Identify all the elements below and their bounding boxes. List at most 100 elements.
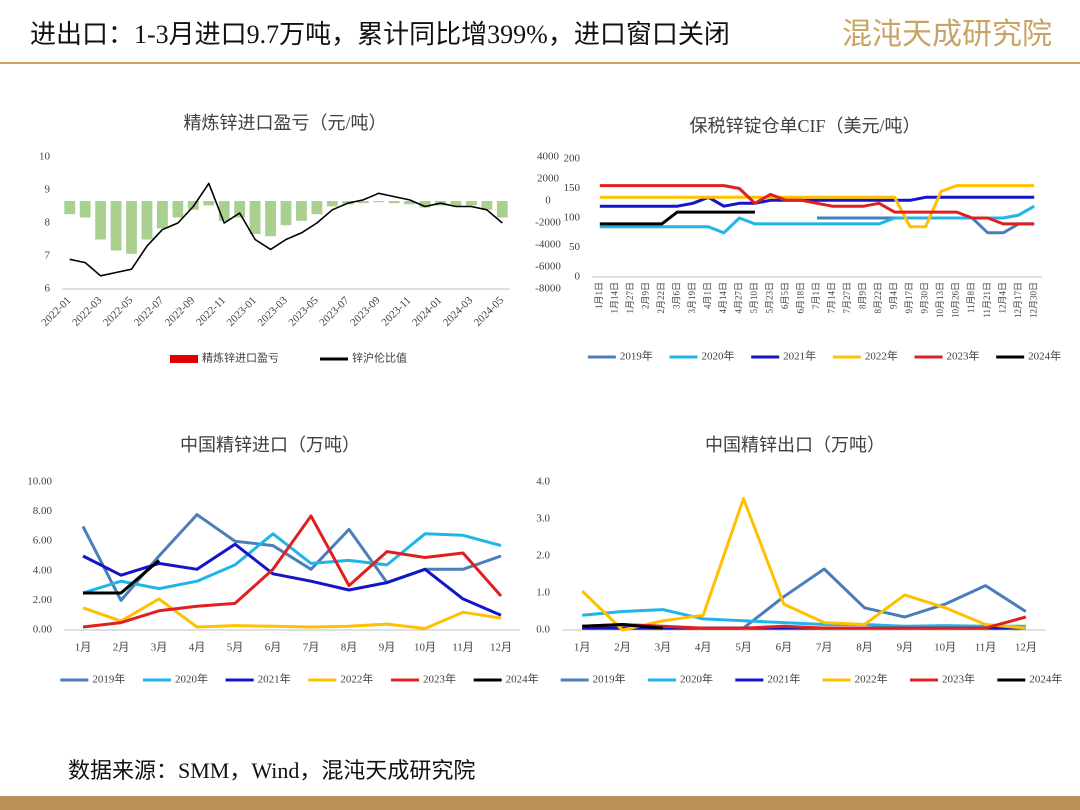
y-tick-label: 10 [39, 151, 51, 163]
bar [172, 201, 184, 218]
y-tick-label: 3.0 [536, 513, 550, 525]
bar [64, 201, 76, 215]
legend-label: 锌沪伦比值 [352, 351, 407, 365]
y2-tick-label: -6000 [535, 261, 561, 273]
x-tick-label: 11月8日 [966, 282, 976, 313]
x-tick-label: 12月4日 [997, 282, 1007, 314]
x-tick-label: 12月 [1015, 642, 1037, 654]
y-tick-label: 2.00 [33, 594, 53, 606]
x-tick-label: 1月1日 [594, 282, 604, 309]
footer-bar [0, 796, 1080, 810]
y-tick-label: 4.00 [33, 564, 53, 576]
x-tick-label: 12月30日 [1028, 282, 1038, 318]
x-tick-label: 9月17日 [904, 282, 914, 314]
y-tick-label: 0.0 [536, 624, 550, 636]
bar [157, 201, 168, 229]
series-line [599, 195, 1035, 208]
chart-title: 中国精锌进口（万吨） [180, 435, 360, 455]
bar [280, 201, 292, 226]
y-tick-label: 150 [564, 182, 581, 194]
x-tick-label: 3月6日 [671, 282, 681, 309]
y-tick-label: 4.0 [536, 476, 550, 488]
x-tick-label: 8月9日 [858, 282, 868, 309]
legend-label: 2023年 [947, 349, 980, 363]
x-tick-label: 1月27日 [625, 282, 635, 314]
legend-label: 2023年 [942, 672, 975, 686]
bar [326, 201, 338, 207]
legend-label: 2019年 [593, 672, 626, 686]
series-line [82, 532, 502, 595]
legend-swatch [170, 355, 198, 363]
x-tick-label: 5月23日 [765, 282, 775, 314]
x-tick-label: 7月1日 [811, 282, 821, 309]
x-tick-label: 6月 [776, 642, 793, 654]
y-tick-label: 6.00 [33, 535, 53, 547]
chart-title: 中国精锌出口（万吨） [705, 435, 885, 455]
series-line [599, 184, 1035, 229]
x-tick-label: 11月21日 [982, 282, 992, 318]
x-tick-label: 10月26日 [951, 282, 961, 318]
bar [141, 201, 153, 240]
logo: 混沌天成研究院 [842, 17, 1052, 52]
bar [450, 201, 462, 207]
y-tick-label: 0.00 [33, 624, 53, 636]
x-tick-label: 7月14日 [827, 282, 837, 314]
x-tick-label: 11月 [452, 642, 474, 654]
y2-tick-label: 0 [545, 195, 551, 207]
legend-label: 2019年 [620, 349, 653, 363]
legend-label: 精炼锌进口盈亏 [202, 351, 279, 365]
bar [79, 201, 91, 218]
x-tick-label: 10月13日 [935, 282, 945, 318]
x-tick-label: 11月 [975, 642, 997, 654]
x-tick-label: 2月9日 [640, 282, 650, 309]
chart-title: 精炼锌进口盈亏（元/吨） [184, 113, 387, 133]
x-tick-label: 7月 [816, 642, 833, 654]
legend-label: 2019年 [92, 672, 125, 686]
legend-label: 2024年 [1028, 349, 1061, 363]
x-tick-label: 4月14日 [718, 282, 728, 314]
y-tick-label: 10.00 [27, 476, 52, 488]
y2-tick-label: 2000 [537, 173, 560, 185]
bar [249, 201, 261, 234]
legend-label: 2022年 [340, 672, 373, 686]
x-tick-label: 7月27日 [842, 282, 852, 314]
bar [110, 201, 122, 251]
bar [203, 201, 215, 206]
y-tick-label: 7 [45, 250, 51, 262]
series-line [69, 182, 503, 277]
y2-tick-label: -2000 [535, 217, 561, 229]
x-tick-label: 8月 [341, 642, 358, 654]
y2-tick-label: 4000 [537, 151, 560, 163]
x-tick-label: 3月 [151, 642, 168, 654]
series-line [599, 204, 1035, 235]
bar [126, 201, 137, 254]
bar [481, 201, 493, 210]
legend-label: 2020年 [175, 672, 208, 686]
y-tick-label: 100 [564, 212, 581, 224]
x-tick-label: 3月19日 [687, 282, 697, 314]
bar [311, 201, 323, 215]
x-tick-label: 6月18日 [796, 282, 806, 314]
x-tick-label: 1月 [574, 642, 591, 654]
legend-label: 2022年 [855, 672, 888, 686]
x-tick-label: 9月4日 [889, 282, 899, 309]
legend-label: 2022年 [865, 349, 898, 363]
bar [419, 201, 431, 208]
bar [373, 201, 385, 203]
bar [95, 201, 107, 240]
bar [465, 201, 477, 206]
series-line [582, 623, 663, 630]
legend-label: 2021年 [767, 672, 800, 686]
y-tick-label: 50 [569, 241, 581, 253]
x-tick-label: 5月 [735, 642, 752, 654]
bar [388, 201, 400, 204]
bar [265, 201, 276, 237]
series-line [582, 608, 1026, 628]
y-tick-label: 9 [45, 184, 51, 196]
x-tick-label: 9月 [897, 642, 914, 654]
x-tick-label: 3月 [655, 642, 672, 654]
series-line [599, 210, 755, 226]
x-tick-label: 9月 [379, 642, 396, 654]
